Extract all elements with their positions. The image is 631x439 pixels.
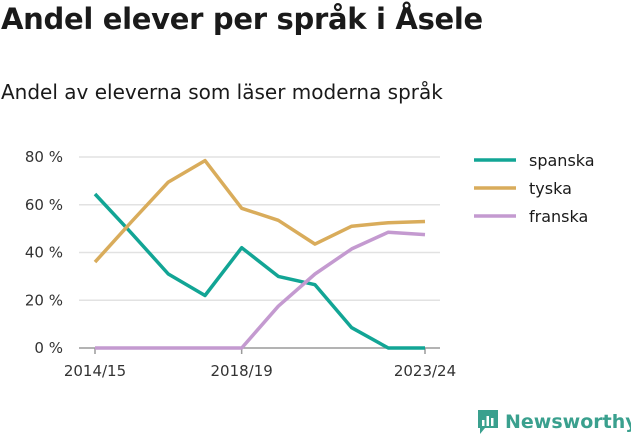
y-tick-label: 0 % [34,339,63,357]
y-tick-label: 60 % [25,196,63,214]
x-tick-label: 2018/19 [211,362,273,380]
x-tick-label: 2014/15 [64,362,126,380]
chart-subtitle: Andel av eleverna som läser moderna språ… [1,80,443,104]
y-tick-label: 20 % [25,291,63,309]
chart-title: Andel elever per språk i Åsele [1,2,483,36]
y-tick-label: 40 % [25,244,63,262]
brand-logo: Newsworthy [476,408,631,436]
brand-name: Newsworthy [505,411,631,433]
x-tick-label: 2023/24 [394,362,456,380]
legend-label-franska: franska [529,207,588,226]
legend-label-spanska: spanska [529,151,595,170]
series-line-tyska [93,158,426,264]
newsworthy-logo-icon [478,410,498,434]
y-tick-label: 80 % [25,148,63,166]
legend-label-tyska: tyska [529,179,572,198]
series-line-franska [95,230,426,350]
series-line-spanska [93,192,425,350]
